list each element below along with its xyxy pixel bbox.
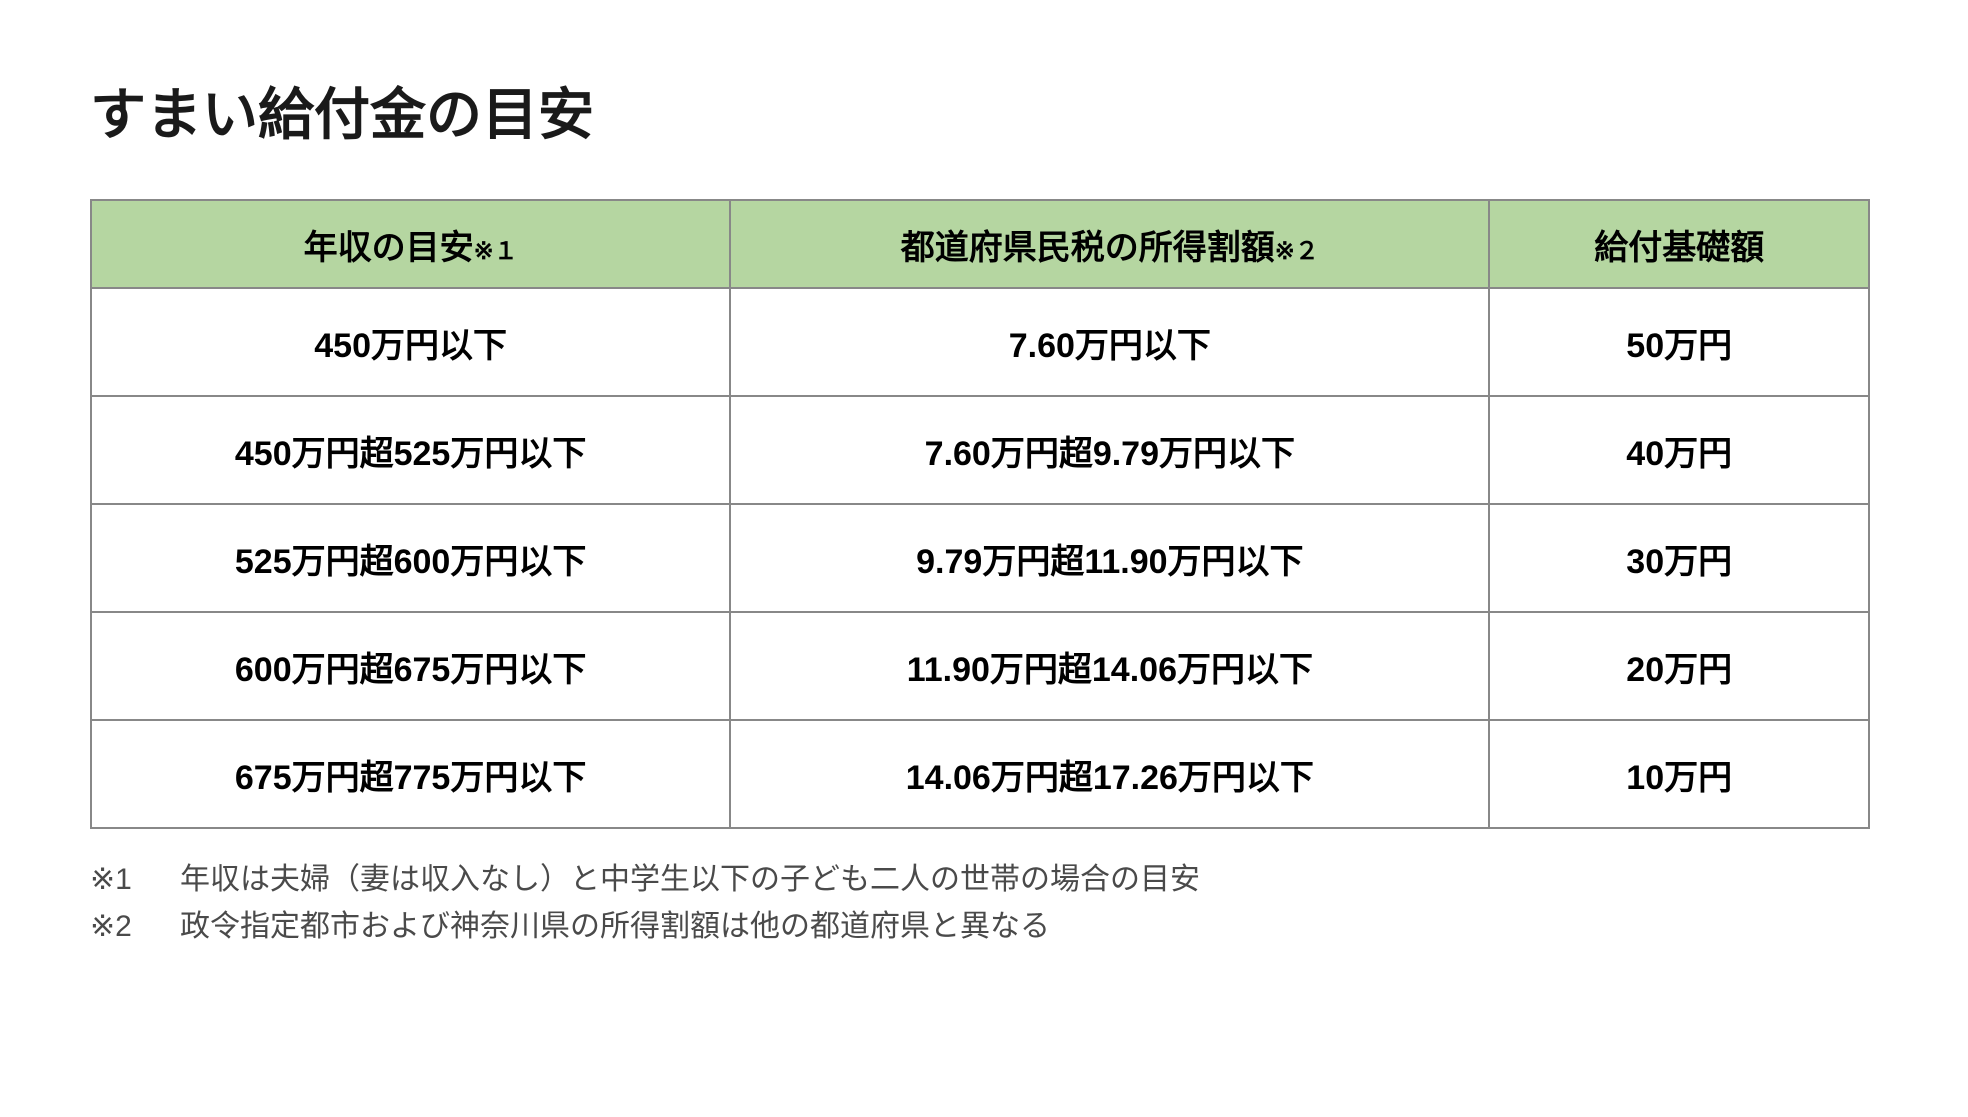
benefit-table: 年収の目安※１ 都道府県民税の所得割額※２ 給付基礎額 450万円以下 7.60… [90, 199, 1870, 829]
header-prefectural-tax: 都道府県民税の所得割額※２ [730, 200, 1489, 288]
cell-benefit: 20万円 [1489, 612, 1869, 720]
header-label: 都道府県民税の所得割額 [901, 229, 1275, 267]
cell-tax: 7.60万円超9.79万円以下 [730, 396, 1489, 504]
footnote-label: ※1 [90, 857, 180, 904]
cell-tax: 11.90万円超14.06万円以下 [730, 612, 1489, 720]
footnote-text: 政令指定都市および神奈川県の所得割額は他の都道府県と異なる [180, 904, 1050, 951]
cell-income: 525万円超600万円以下 [91, 504, 730, 612]
note-mark: ※１ [474, 238, 518, 265]
header-benefit-base: 給付基礎額 [1489, 200, 1869, 288]
cell-tax: 9.79万円超11.90万円以下 [730, 504, 1489, 612]
footnotes: ※1 年収は夫婦（妻は収入なし）と中学生以下の子ども二人の世帯の場合の目安 ※2… [90, 857, 1878, 950]
footnote-text: 年収は夫婦（妻は収入なし）と中学生以下の子ども二人の世帯の場合の目安 [180, 857, 1200, 904]
cell-benefit: 50万円 [1489, 288, 1869, 396]
cell-income: 450万円超525万円以下 [91, 396, 730, 504]
footnote: ※2 政令指定都市および神奈川県の所得割額は他の都道府県と異なる [90, 904, 1878, 951]
page-title: すまい給付金の目安 [90, 70, 1878, 151]
table-row: 525万円超600万円以下 9.79万円超11.90万円以下 30万円 [91, 504, 1869, 612]
header-label: 年収の目安 [304, 229, 474, 267]
footnote-label: ※2 [90, 904, 180, 951]
cell-tax: 7.60万円以下 [730, 288, 1489, 396]
footnote: ※1 年収は夫婦（妻は収入なし）と中学生以下の子ども二人の世帯の場合の目安 [90, 857, 1878, 904]
header-annual-income: 年収の目安※１ [91, 200, 730, 288]
cell-benefit: 40万円 [1489, 396, 1869, 504]
cell-benefit: 30万円 [1489, 504, 1869, 612]
table-row: 450万円以下 7.60万円以下 50万円 [91, 288, 1869, 396]
table-header-row: 年収の目安※１ 都道府県民税の所得割額※２ 給付基礎額 [91, 200, 1869, 288]
cell-income: 675万円超775万円以下 [91, 720, 730, 828]
header-label: 給付基礎額 [1594, 229, 1764, 267]
cell-tax: 14.06万円超17.26万円以下 [730, 720, 1489, 828]
table-row: 450万円超525万円以下 7.60万円超9.79万円以下 40万円 [91, 396, 1869, 504]
cell-income: 450万円以下 [91, 288, 730, 396]
table-row: 600万円超675万円以下 11.90万円超14.06万円以下 20万円 [91, 612, 1869, 720]
note-mark: ※２ [1275, 238, 1319, 265]
table-row: 675万円超775万円以下 14.06万円超17.26万円以下 10万円 [91, 720, 1869, 828]
cell-benefit: 10万円 [1489, 720, 1869, 828]
cell-income: 600万円超675万円以下 [91, 612, 730, 720]
